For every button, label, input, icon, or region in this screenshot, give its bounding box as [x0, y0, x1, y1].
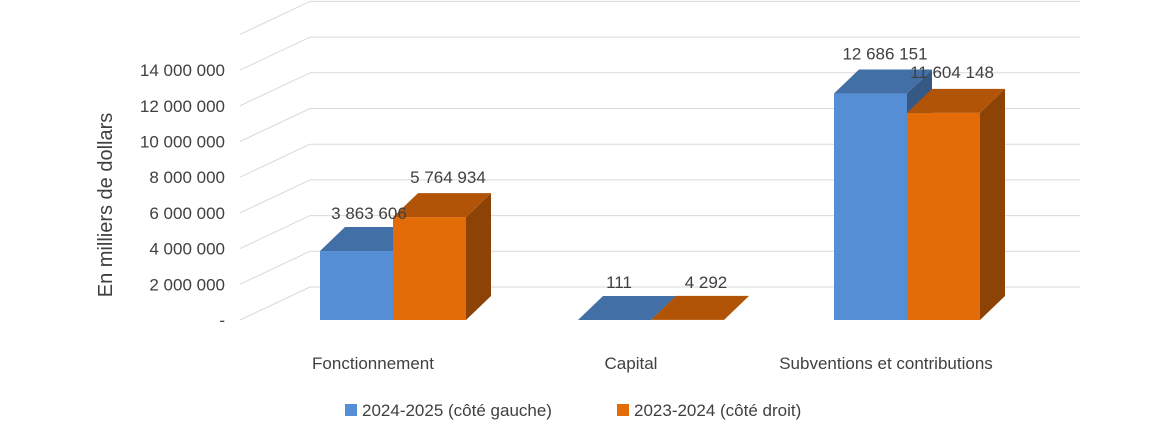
legend: 2024-2025 (côté gauche) 2023-2024 (côté … [345, 401, 801, 420]
y-tick-label: - [219, 311, 225, 330]
y-tick-label: 12 000 000 [140, 97, 225, 116]
bar-front-face [320, 251, 393, 320]
legend-label-2023-2024: 2023-2024 (côté droit) [634, 401, 801, 420]
bar-front-face [907, 112, 980, 320]
bar-top-face [578, 295, 676, 320]
data-label: 5 764 934 [410, 168, 486, 187]
data-label: 12 686 151 [842, 45, 927, 64]
bar-front-face [393, 217, 466, 320]
y-axis-ticks: - 2 000 000 4 000 000 6 000 000 8 000 000 10 … [140, 61, 225, 330]
y-tick-label: 10 000 000 [140, 133, 225, 152]
gridline-diagonal [239, 0, 311, 35]
x-axis-categories: Fonctionnement Capital Subventions et cont… [312, 354, 993, 373]
y-tick-label: 14 000 000 [140, 61, 225, 80]
gridline-diagonal [239, 286, 311, 321]
bar-top-face [651, 295, 749, 320]
y-tick-label: 8 000 000 [149, 168, 225, 187]
gridline-diagonal [239, 108, 311, 142]
data-label: 3 863 606 [331, 204, 407, 223]
gridline-diagonal [239, 179, 311, 214]
bar-2023-2024-0 [393, 193, 491, 320]
y-tick-label: 2 000 000 [149, 275, 225, 294]
bar-front-face [834, 93, 907, 320]
bar-top-face [907, 88, 1005, 113]
x-category-label: Fonctionnement [312, 354, 434, 373]
gridline-diagonal [239, 72, 311, 107]
x-category-label: Subventions et contributions [779, 354, 993, 373]
gridline-diagonal [239, 250, 311, 285]
legend-swatch-2023-2024 [617, 404, 629, 416]
gridline-diagonal [239, 143, 311, 178]
bar-side-face [724, 295, 749, 320]
bar-2023-2024-1 [651, 295, 749, 320]
bar-2023-2024-2 [907, 88, 1005, 320]
data-label: 11 604 148 [910, 63, 994, 82]
data-label: 111 [606, 273, 632, 292]
bars [320, 69, 1005, 320]
bar-side-face [980, 88, 1005, 320]
y-tick-label: 6 000 000 [149, 204, 225, 223]
bar-top-face [834, 69, 932, 94]
x-category-label: Capital [605, 354, 658, 373]
y-axis-title: En milliers de dollars [95, 113, 117, 298]
gridline-diagonal [239, 215, 311, 250]
bar-side-face [466, 193, 491, 320]
bar-top-face [393, 193, 491, 218]
legend-label-2024-2025: 2024-2025 (côté gauche) [362, 401, 552, 420]
y-tick-label: 4 000 000 [149, 240, 225, 259]
legend-swatch-2024-2025 [345, 404, 357, 416]
data-label: 4 292 [685, 273, 728, 292]
gridline-diagonal [239, 36, 311, 71]
